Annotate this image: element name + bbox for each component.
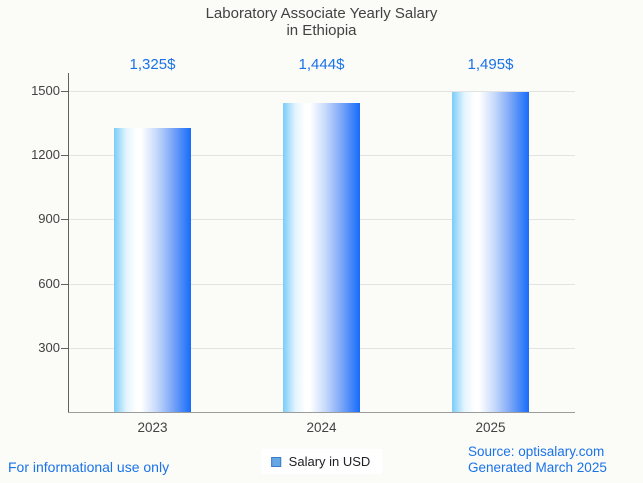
footer-disclaimer: For informational use only — [8, 459, 170, 475]
x-axis-line — [68, 412, 575, 413]
y-tick-label: 300 — [38, 339, 60, 355]
y-tick-label: 1500 — [31, 83, 60, 98]
bar-2025 — [452, 92, 529, 412]
legend-label: Salary in USD — [288, 454, 371, 469]
source-line: Source: optisalary.com — [468, 444, 605, 459]
generated-line: Generated March 2025 — [468, 460, 607, 475]
bar-2023 — [114, 128, 191, 412]
bar-value-label: 1,444$ — [298, 56, 345, 73]
x-tick-label: 2023 — [137, 420, 168, 435]
bar-value-label: 1,495$ — [467, 56, 514, 73]
gridline — [68, 91, 575, 92]
y-axis-tick — [61, 91, 68, 92]
y-axis-tick — [61, 283, 68, 285]
chart-title-line1: Laboratory Associate Yearly Salary — [205, 5, 438, 22]
y-axis-tick — [61, 347, 68, 349]
y-axis-line — [68, 73, 69, 412]
y-tick-label: 900 — [38, 211, 60, 227]
y-tick-label: 1200 — [31, 147, 60, 163]
y-axis-tick — [61, 155, 68, 157]
chart-title-line2: in Ethiopia — [286, 22, 357, 39]
legend-swatch-icon — [270, 456, 281, 467]
chart-title: Laboratory Associate Yearly Salary in Et… — [0, 5, 643, 39]
x-tick-label: 2025 — [475, 420, 506, 435]
footer-source: Source: optisalary.com Generated March 2… — [468, 444, 607, 476]
y-axis-tick — [61, 219, 68, 221]
bar-2024 — [283, 102, 360, 412]
y-tick-label: 600 — [38, 275, 60, 291]
x-tick-label: 2024 — [306, 420, 337, 435]
legend: Salary in USD — [260, 449, 383, 474]
bar-value-label: 1,325$ — [129, 56, 176, 73]
